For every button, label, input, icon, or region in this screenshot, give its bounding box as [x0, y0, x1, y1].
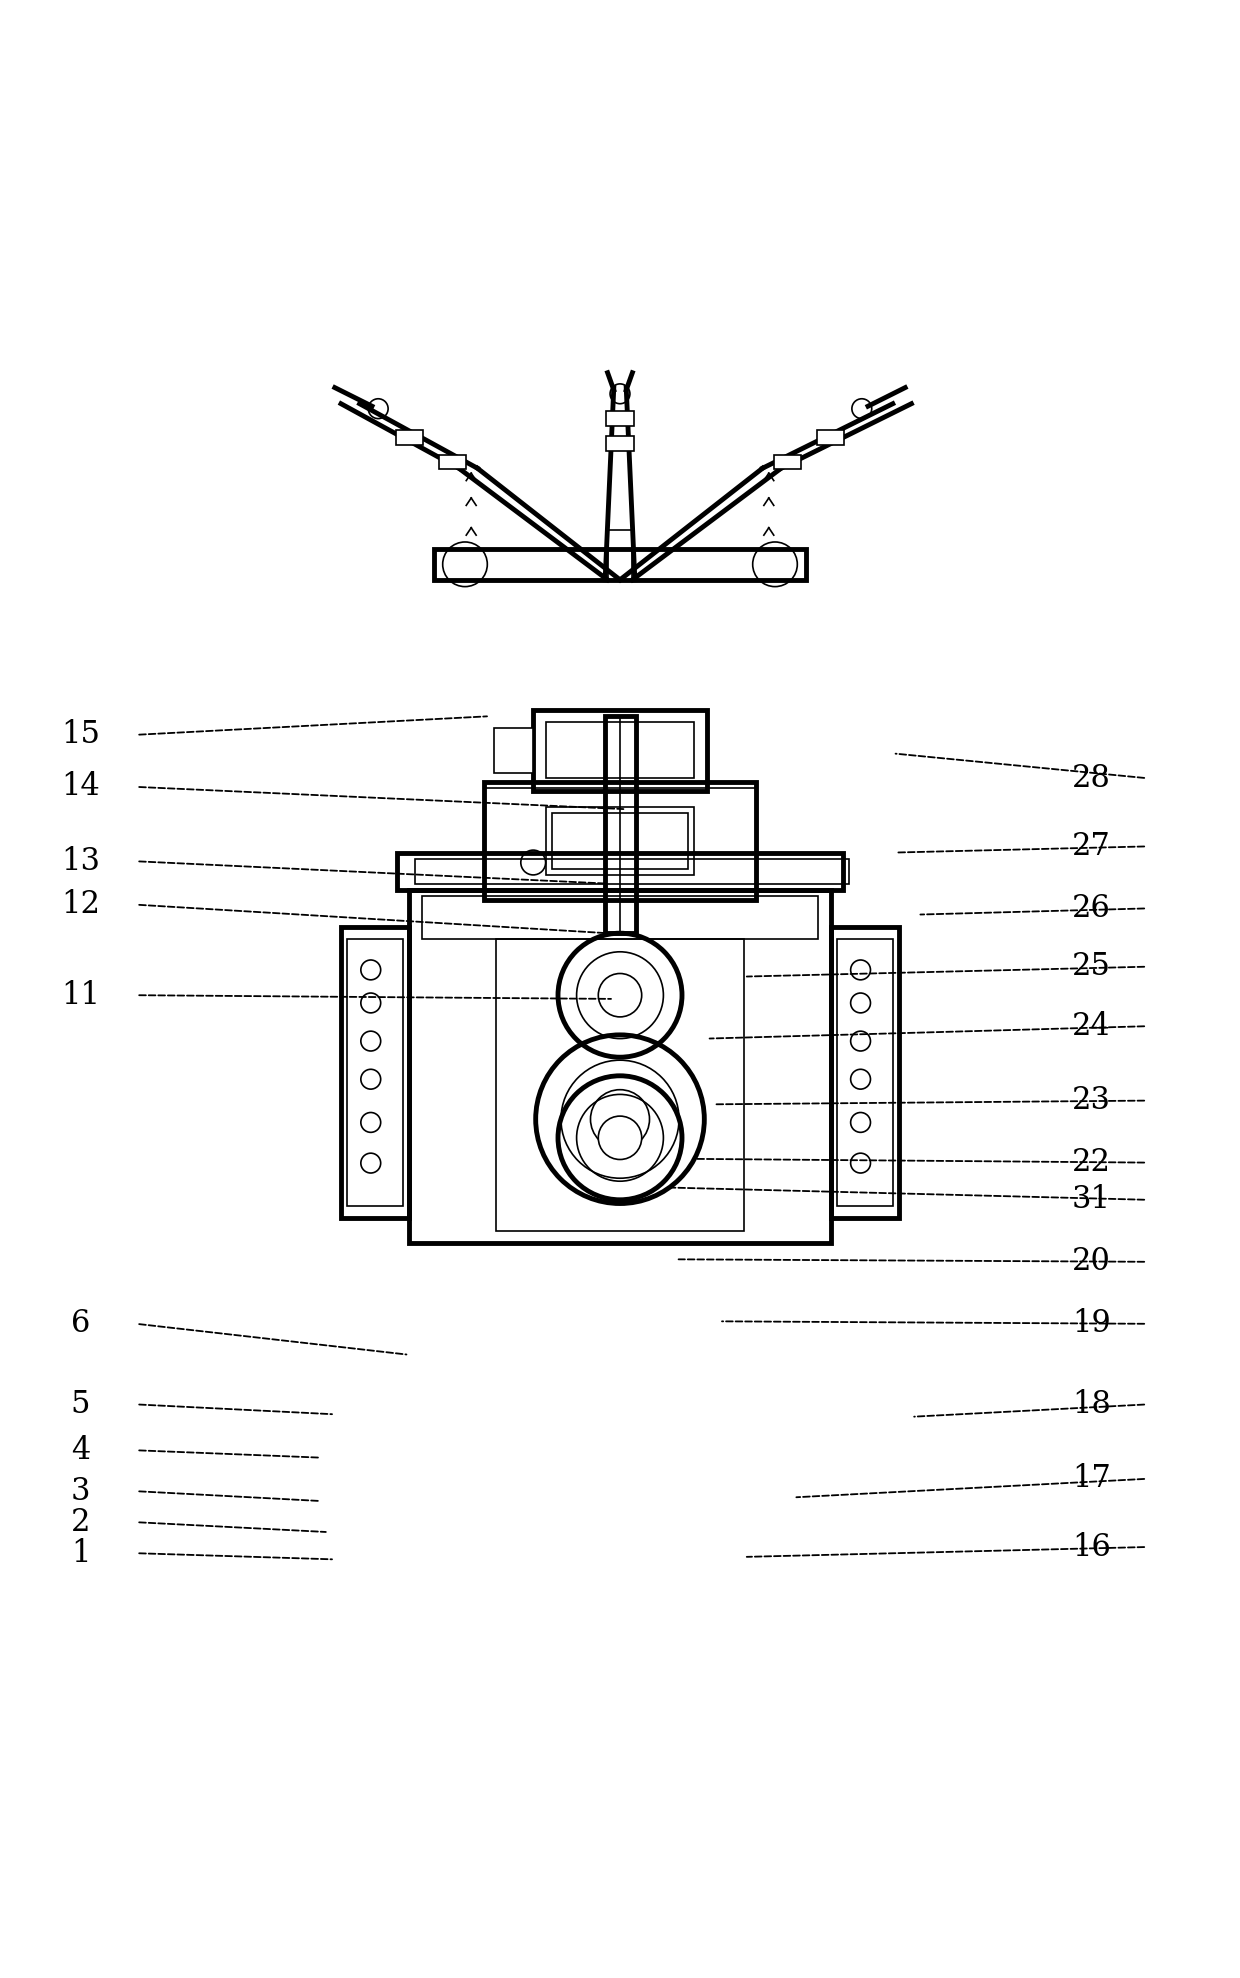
- Text: 27: 27: [1071, 831, 1111, 862]
- Bar: [552, 813, 688, 868]
- Text: 26: 26: [1071, 892, 1111, 924]
- Bar: [774, 455, 801, 469]
- Bar: [605, 716, 635, 934]
- Bar: [546, 807, 694, 874]
- Bar: [494, 728, 533, 773]
- Bar: [533, 710, 707, 791]
- Text: 2: 2: [71, 1507, 91, 1537]
- Bar: [396, 429, 423, 445]
- Text: 19: 19: [1071, 1307, 1111, 1339]
- Bar: [606, 435, 634, 451]
- Bar: [439, 455, 466, 469]
- Text: 18: 18: [1071, 1389, 1111, 1420]
- Text: 13: 13: [61, 847, 100, 876]
- Bar: [422, 896, 818, 940]
- Text: 17: 17: [1071, 1464, 1111, 1493]
- Bar: [831, 928, 899, 1218]
- Bar: [546, 722, 694, 777]
- Bar: [837, 940, 893, 1207]
- Bar: [415, 858, 849, 884]
- Text: 3: 3: [71, 1476, 91, 1507]
- Text: 23: 23: [1071, 1086, 1111, 1116]
- Bar: [496, 940, 744, 1230]
- Bar: [817, 429, 844, 445]
- Text: 20: 20: [1071, 1246, 1111, 1278]
- Bar: [484, 781, 756, 900]
- Bar: [606, 411, 634, 425]
- Text: 1: 1: [71, 1537, 91, 1569]
- Bar: [434, 548, 806, 580]
- Bar: [341, 928, 409, 1218]
- Text: 31: 31: [1071, 1185, 1111, 1214]
- Text: 24: 24: [1071, 1011, 1111, 1042]
- Bar: [409, 890, 831, 1244]
- Bar: [609, 530, 631, 580]
- Text: 5: 5: [71, 1389, 91, 1420]
- Bar: [397, 853, 843, 890]
- Text: 4: 4: [71, 1434, 91, 1466]
- Bar: [347, 940, 403, 1207]
- Text: 15: 15: [61, 720, 100, 750]
- Text: 28: 28: [1071, 764, 1111, 793]
- Circle shape: [598, 1116, 642, 1159]
- Text: 16: 16: [1071, 1531, 1111, 1563]
- Text: 22: 22: [1071, 1147, 1111, 1179]
- Text: 25: 25: [1071, 951, 1111, 983]
- Text: 12: 12: [61, 890, 100, 920]
- Circle shape: [590, 1090, 650, 1149]
- Text: 11: 11: [61, 979, 100, 1011]
- Text: 14: 14: [61, 771, 100, 803]
- Circle shape: [598, 973, 642, 1017]
- Text: 6: 6: [71, 1307, 91, 1339]
